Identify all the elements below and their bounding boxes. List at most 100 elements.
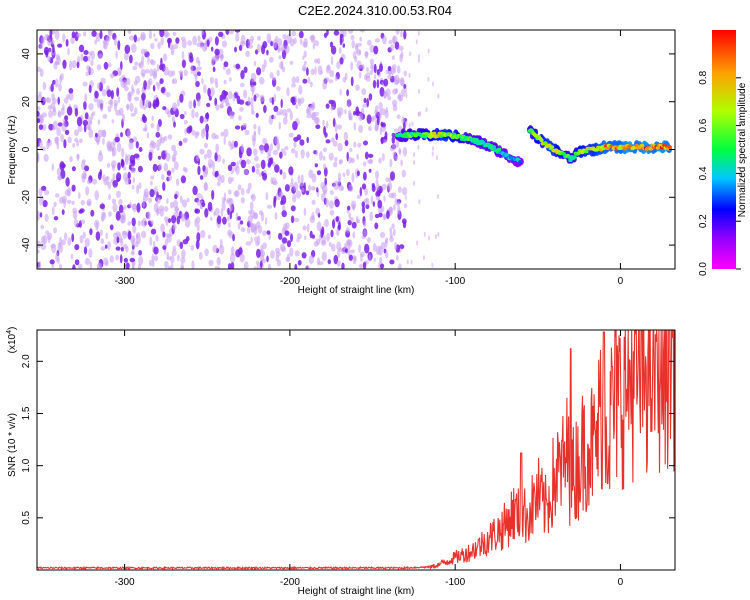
- noise-speckle: [107, 181, 112, 190]
- noise-speckle: [315, 150, 318, 157]
- noise-speckle: [82, 31, 87, 37]
- noise-speckle: [329, 190, 334, 196]
- noise-speckle: [196, 66, 202, 71]
- noise-speckle: [167, 218, 172, 223]
- noise-speckle: [369, 58, 374, 66]
- y-tick-label: 2.0: [21, 354, 32, 368]
- noise-speckle: [279, 169, 283, 175]
- noise-speckle: [54, 30, 60, 40]
- noise-speckle: [290, 148, 296, 154]
- noise-speckle: [358, 124, 363, 133]
- noise-speckle: [208, 259, 214, 267]
- noise-speckle: [389, 44, 395, 52]
- noise-speckle: [172, 223, 177, 231]
- noise-speckle: [285, 112, 288, 119]
- noise-speckle: [67, 237, 72, 247]
- noise-speckle: [374, 222, 379, 230]
- noise-speckle: [203, 84, 207, 94]
- noise-speckle: [226, 197, 233, 203]
- noise-speckle: [201, 77, 204, 85]
- noise-speckle: [271, 96, 275, 106]
- noise-speckle: [164, 32, 171, 37]
- noise-speckle: [322, 80, 327, 90]
- noise-speckle: [272, 39, 278, 49]
- noise-speckle: [281, 210, 287, 218]
- noise-speckle: [340, 247, 346, 255]
- noise-speckle: [109, 98, 114, 108]
- noise-speckle: [356, 49, 362, 56]
- noise-speckle: [281, 66, 286, 73]
- noise-speckle: [403, 84, 407, 89]
- noise-speckle: [83, 124, 87, 133]
- noise-speckle: [178, 70, 184, 75]
- noise-speckle: [283, 151, 287, 157]
- noise-speckle: [326, 232, 330, 242]
- noise-speckle: [78, 44, 85, 53]
- noise-speckle: [199, 40, 203, 49]
- noise-speckle: [354, 55, 358, 63]
- noise-speckle: [153, 246, 159, 255]
- noise-speckle: [220, 131, 224, 137]
- noise-speckle: [155, 131, 161, 138]
- y-tick-label: 20: [21, 96, 32, 108]
- noise-speckle: [149, 236, 153, 246]
- noise-speckle: [364, 151, 369, 160]
- noise-speckle: [173, 121, 176, 128]
- noise-speckle: [403, 30, 407, 40]
- noise-speckle: [428, 235, 430, 241]
- noise-speckle: [247, 39, 254, 45]
- noise-speckle: [378, 102, 383, 111]
- noise-speckle: [376, 68, 380, 76]
- noise-speckle: [239, 220, 244, 225]
- noise-speckle: [60, 133, 64, 143]
- noise-speckle: [335, 133, 339, 141]
- noise-speckle: [188, 100, 193, 110]
- noise-speckle: [37, 106, 41, 111]
- noise-speckle: [82, 81, 88, 87]
- noise-speckle: [175, 206, 179, 213]
- noise-speckle: [316, 187, 319, 193]
- noise-speckle: [393, 204, 396, 211]
- noise-speckle: [173, 161, 179, 171]
- noise-speckle: [372, 243, 377, 252]
- noise-speckle: [246, 226, 251, 234]
- noise-speckle: [171, 78, 175, 84]
- noise-speckle: [341, 185, 344, 191]
- noise-speckle: [270, 250, 275, 259]
- noise-speckle: [379, 257, 383, 264]
- noise-speckle: [261, 250, 265, 258]
- noise-speckle: [276, 86, 281, 92]
- noise-speckle: [152, 103, 156, 108]
- noise-speckle: [131, 203, 137, 210]
- noise-speckle: [38, 124, 44, 130]
- noise-speckle: [196, 199, 201, 206]
- noise-speckle: [227, 207, 230, 216]
- noise-speckle: [409, 51, 412, 57]
- noise-speckle: [254, 212, 258, 220]
- noise-speckle: [303, 50, 307, 58]
- noise-speckle: [181, 39, 187, 49]
- noise-speckle: [411, 121, 414, 127]
- noise-speckle: [294, 250, 300, 257]
- noise-speckle: [50, 244, 56, 248]
- noise-speckle: [405, 88, 408, 94]
- noise-speckle: [382, 35, 387, 45]
- noise-speckle: [126, 104, 129, 111]
- noise-speckle: [333, 180, 339, 191]
- noise-speckle: [275, 251, 281, 257]
- noise-speckle: [118, 77, 123, 82]
- noise-speckle: [51, 93, 55, 101]
- noise-speckle: [391, 192, 397, 199]
- noise-speckle: [95, 231, 101, 241]
- snr-panel: -300 -200 -100 0 0.5 1.0 1.5 2.0 Height of str…: [6, 327, 676, 597]
- noise-speckle: [419, 111, 422, 117]
- noise-speckle: [325, 120, 329, 129]
- noise-speckle: [128, 165, 132, 170]
- noise-speckle: [286, 33, 292, 44]
- noise-speckle: [243, 169, 249, 175]
- noise-speckle: [184, 128, 188, 135]
- noise-speckle: [61, 195, 67, 204]
- noise-speckle: [299, 39, 303, 45]
- noise-speckle: [232, 93, 236, 102]
- noise-speckle: [361, 88, 367, 96]
